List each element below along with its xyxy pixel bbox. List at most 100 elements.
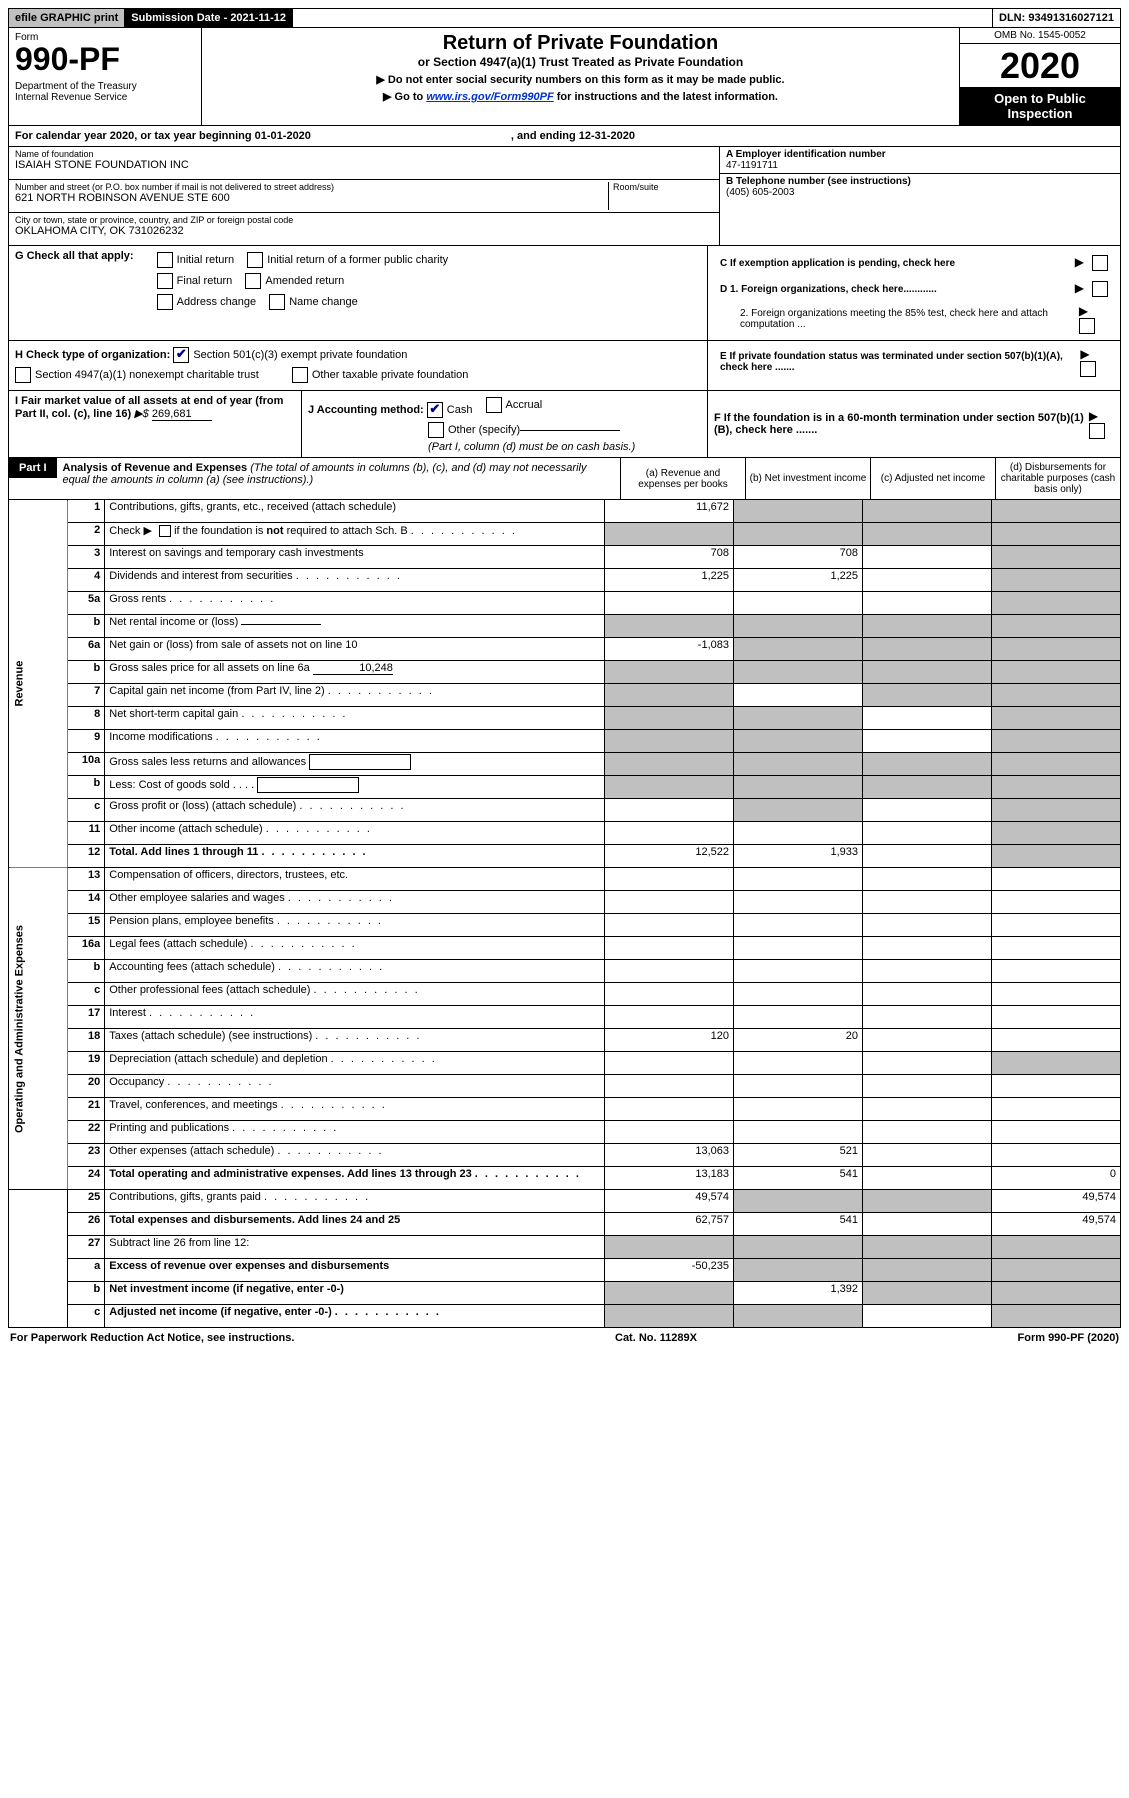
chk-amended-return[interactable] <box>245 273 261 289</box>
chk-foreign-85[interactable] <box>1079 318 1095 334</box>
val-4a: 1,225 <box>605 569 734 592</box>
chk-status-terminated[interactable] <box>1080 361 1096 377</box>
desc-17: Interest <box>105 1006 605 1029</box>
val-23a: 13,063 <box>605 1144 734 1167</box>
val-13b <box>734 868 863 891</box>
desc-20: Occupancy <box>105 1075 605 1098</box>
table-row: 17Interest <box>9 1006 1121 1029</box>
instr-link[interactable]: www.irs.gov/Form990PF <box>426 91 553 103</box>
table-row: 21Travel, conferences, and meetings <box>9 1098 1121 1121</box>
val-6bd <box>992 661 1121 684</box>
chk-other-method[interactable] <box>428 422 444 438</box>
chk-4947[interactable] <box>15 367 31 383</box>
chk-cash[interactable] <box>427 402 443 418</box>
table-row: 11Other income (attach schedule) <box>9 822 1121 845</box>
ln-8: 8 <box>68 707 105 730</box>
desc-16a: Legal fees (attach schedule) <box>105 937 605 960</box>
form-title: Return of Private Foundation <box>208 32 953 55</box>
desc-10b: Less: Cost of goods sold . . . . <box>105 776 605 799</box>
val-12a: 12,522 <box>605 845 734 868</box>
chk-501c3[interactable] <box>173 347 189 363</box>
desc-10c: Gross profit or (loss) (attach schedule) <box>105 799 605 822</box>
table-row: cAdjusted net income (if negative, enter… <box>9 1305 1121 1328</box>
arrow-icon: ▶ <box>1089 409 1098 423</box>
val-18c <box>863 1029 992 1052</box>
instr-ssn: ▶ Do not enter social security numbers o… <box>208 73 953 86</box>
table-row: cOther professional fees (attach schedul… <box>9 983 1121 1006</box>
val-6bc <box>863 661 992 684</box>
ln-7: 7 <box>68 684 105 707</box>
ln-27c: c <box>68 1305 105 1328</box>
val-10ad <box>992 753 1121 776</box>
table-row: 5aGross rents <box>9 592 1121 615</box>
val-23c <box>863 1144 992 1167</box>
ln-22: 22 <box>68 1121 105 1144</box>
val-6aa: -1,083 <box>605 638 734 661</box>
section-f: F If the foundation is in a 60-month ter… <box>708 391 1120 457</box>
j-note: (Part I, column (d) must be on cash basi… <box>428 441 635 453</box>
ln-27b: b <box>68 1282 105 1305</box>
chk-exemption-pending[interactable] <box>1092 255 1108 271</box>
desc-26: Total expenses and disbursements. Add li… <box>105 1213 605 1236</box>
ln-20: 20 <box>68 1075 105 1098</box>
table-row: 8Net short-term capital gain <box>9 707 1121 730</box>
section-j: J Accounting method: Cash Accrual Other … <box>302 391 708 457</box>
val-27cd <box>992 1305 1121 1328</box>
chk-foreign-org[interactable] <box>1092 281 1108 297</box>
chk-name-change[interactable] <box>269 294 285 310</box>
opt-initial-former: Initial return of a former public charit… <box>267 254 448 266</box>
form-header: Form 990-PF Department of the Treasury I… <box>8 28 1121 126</box>
table-row: 25Contributions, gifts, grants paid 49,5… <box>9 1190 1121 1213</box>
name-label: Name of foundation <box>15 149 713 159</box>
val-9c <box>863 730 992 753</box>
foundation-name: ISAIAH STONE FOUNDATION INC <box>15 159 713 171</box>
chk-address-change[interactable] <box>157 294 173 310</box>
e-label: E If private foundation status was termi… <box>720 351 1076 373</box>
submission-date: Submission Date - 2021-11-12 <box>125 9 293 27</box>
val-2d <box>992 523 1121 546</box>
opt-other-tax: Other taxable private foundation <box>312 369 469 381</box>
val-9b <box>734 730 863 753</box>
ln-19: 19 <box>68 1052 105 1075</box>
val-19b <box>734 1052 863 1075</box>
ln-15: 15 <box>68 914 105 937</box>
ln-14: 14 <box>68 891 105 914</box>
val-6ab <box>734 638 863 661</box>
table-row: 27Subtract line 26 from line 12: <box>9 1236 1121 1259</box>
chk-60month[interactable] <box>1089 423 1105 439</box>
chk-initial-return[interactable] <box>157 252 173 268</box>
instr-link-row: ▶ Go to www.irs.gov/Form990PF for instru… <box>208 90 953 103</box>
val-21b <box>734 1098 863 1121</box>
opt-cash: Cash <box>447 404 473 416</box>
val-16cb <box>734 983 863 1006</box>
val-1b <box>734 500 863 523</box>
val-10cd <box>992 799 1121 822</box>
other-specify[interactable] <box>520 430 620 431</box>
omb-number: OMB No. 1545-0052 <box>960 28 1120 44</box>
chk-final-return[interactable] <box>157 273 173 289</box>
side-expenses: Operating and Administrative Expenses <box>9 868 68 1190</box>
val-20d <box>992 1075 1121 1098</box>
val-21a <box>605 1098 734 1121</box>
desc-6a: Net gain or (loss) from sale of assets n… <box>105 638 605 661</box>
form-id-block: Form 990-PF Department of the Treasury I… <box>9 28 202 125</box>
ln-26: 26 <box>68 1213 105 1236</box>
chk-other-taxable[interactable] <box>292 367 308 383</box>
form-year-block: OMB No. 1545-0052 2020 Open to Public In… <box>959 28 1120 125</box>
table-row: 15Pension plans, employee benefits <box>9 914 1121 937</box>
chk-initial-former[interactable] <box>247 252 263 268</box>
efile-print-button[interactable]: efile GRAPHIC print <box>9 9 125 27</box>
ln-1: 1 <box>68 500 105 523</box>
opt-amended: Amended return <box>265 275 344 287</box>
val-24a: 13,183 <box>605 1167 734 1190</box>
desc-24: Total operating and administrative expen… <box>105 1167 605 1190</box>
chk-accrual[interactable] <box>486 397 502 413</box>
table-row: 19Depreciation (attach schedule) and dep… <box>9 1052 1121 1075</box>
table-row: 4Dividends and interest from securities … <box>9 569 1121 592</box>
chk-sch-b[interactable] <box>159 525 171 537</box>
val-23b: 521 <box>734 1144 863 1167</box>
val-16bc <box>863 960 992 983</box>
desc-8: Net short-term capital gain <box>105 707 605 730</box>
table-row: bGross sales price for all assets on lin… <box>9 661 1121 684</box>
val-25d: 49,574 <box>992 1190 1121 1213</box>
